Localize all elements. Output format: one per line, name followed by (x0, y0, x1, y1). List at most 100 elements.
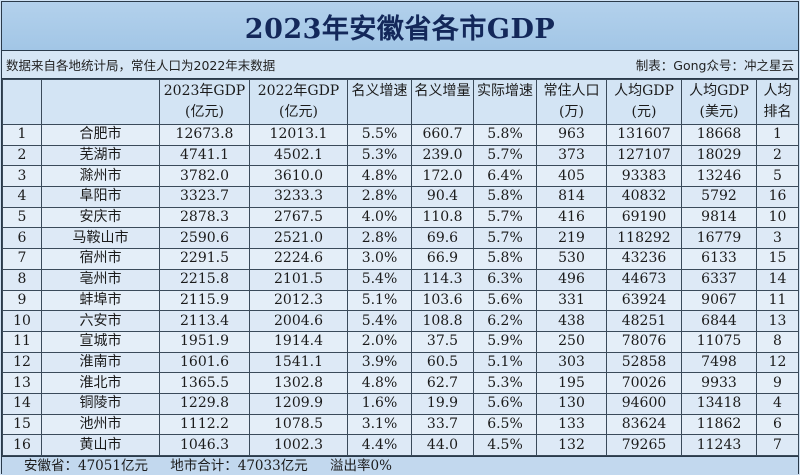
table-cell: 37.5 (411, 330, 474, 353)
column-header: 人均GDP (美元) (681, 79, 757, 125)
table-cell: 814 (536, 186, 607, 208)
table-cell: 3323.7 (159, 186, 250, 208)
table-cell: 303 (536, 351, 607, 374)
table-cell: 1302.8 (249, 372, 348, 394)
table-cell: 5.8% (473, 248, 537, 270)
table-cell: 40832 (606, 186, 682, 208)
table-cell: 219 (536, 227, 607, 250)
table-cell: 4.5% (473, 434, 537, 456)
table-cell: 48251 (606, 310, 682, 332)
table-cell: 3.1% (347, 413, 412, 436)
table-cell: 4.8% (347, 372, 412, 394)
summary-footer: 安徽省：47051亿元 地市合计：47033亿元 溢出率0% (2, 456, 798, 475)
table-cell: 淮北市 (41, 372, 160, 394)
table-cell: 70026 (606, 372, 682, 394)
table-cell: 六安市 (41, 310, 160, 332)
table-cell: 蚌埠市 (41, 289, 160, 312)
author-credit: 制表：Gong众号：冲之星云 (635, 58, 794, 73)
gdp-table: 2023年GDP (亿元) 2022年GDP (亿元) 名义增速 名义增量 实际增速 常住人口… (2, 79, 799, 456)
table-cell: 铜陵市 (41, 392, 160, 415)
table-row: 9 蚌埠市 2115.9 2012.3 5.1% 103.6 5.6% 331 63924 906… (2, 289, 799, 312)
table-cell: 66.9 (411, 248, 474, 270)
table-cell: 93383 (606, 165, 682, 188)
table-cell: 8 (756, 330, 799, 353)
table-row: 13 淮北市 1365.5 1302.8 4.8% 62.7 5.3% 195 70026 993… (2, 372, 799, 394)
column-header: 人均 排名 (756, 79, 799, 125)
table-cell: 马鞍山市 (41, 227, 160, 250)
table-cell: 6337 (681, 268, 757, 291)
table-cell: 5 (2, 206, 42, 229)
table-cell: 130 (536, 392, 607, 415)
table-cell: 2.0% (347, 330, 412, 353)
table-cell: 淮南市 (41, 351, 160, 374)
table-cell: 6844 (681, 310, 757, 332)
table-cell: 16779 (681, 227, 757, 250)
table-row: 6 马鞍山市 2590.6 2521.0 2.8% 69.6 5.7% 219 118292 16… (2, 227, 799, 250)
table-cell: 3 (756, 227, 799, 250)
table-cell: 5.7% (473, 206, 537, 229)
column-header: 人均GDP (元) (606, 79, 682, 125)
column-header: 2023年GDP (亿元) (159, 79, 250, 125)
table-cell: 11 (756, 289, 799, 312)
table-cell: 2521.0 (249, 227, 348, 250)
table-cell: 滁州市 (41, 165, 160, 188)
table-cell: 5.8% (473, 186, 537, 208)
table-cell: 1 (756, 124, 799, 146)
column-header-label (43, 81, 159, 102)
table-cell: 239.0 (411, 144, 474, 167)
column-header-label: 人均GDP (689, 83, 749, 99)
table-cell: 373 (536, 144, 607, 167)
table-cell: 44673 (606, 268, 682, 291)
table-cell: 2.8% (347, 186, 412, 208)
table-cell: 6 (756, 413, 799, 436)
column-header-label: 名义增量 (414, 83, 471, 99)
table-cell: 114.3 (411, 268, 474, 291)
table-cell: 18668 (681, 124, 757, 146)
table-cell: 44.0 (411, 434, 474, 456)
table-cell: 5.6% (473, 289, 537, 312)
column-header-label: 2022年GDP (257, 83, 340, 99)
table-cell: 963 (536, 124, 607, 146)
column-header-unit: (万) (559, 104, 584, 120)
column-header (2, 79, 42, 125)
table-cell: 2115.9 (159, 289, 250, 312)
table-cell: 127107 (606, 144, 682, 167)
table-cell: 416 (536, 206, 607, 229)
table-cell: 2291.5 (159, 248, 250, 270)
table-cell: 3.9% (347, 351, 412, 374)
table-cell: 5.5% (347, 124, 412, 146)
table-cell: 7498 (681, 351, 757, 374)
table-cell: 4 (756, 392, 799, 415)
table-cell: 172.0 (411, 165, 474, 188)
table-cell: 2767.5 (249, 206, 348, 229)
table-cell: 15 (2, 413, 42, 436)
table-cell: 1.6% (347, 392, 412, 415)
table-cell: 2590.6 (159, 227, 250, 250)
table-cell: 4.4% (347, 434, 412, 456)
table-cell: 安庆市 (41, 206, 160, 229)
subtitle-row: 数据来自各地统计局，常住人口为2022年末数据 制表：Gong众号：冲之星云 (2, 51, 798, 79)
table-cell: 6.4% (473, 165, 537, 188)
table-cell: 132 (536, 434, 607, 456)
page-title: 2023年安徽省各市GDP (2, 2, 798, 51)
column-header-unit: (元) (631, 104, 657, 120)
table-cell: 1229.8 (159, 392, 250, 415)
table-cell: 94600 (606, 392, 682, 415)
table-cell: 2 (2, 144, 42, 167)
table-header-row: 2023年GDP (亿元) 2022年GDP (亿元) 名义增速 名义增量 实际增速 常住人口… (2, 79, 799, 125)
table-cell: 芜湖市 (41, 144, 160, 167)
table-cell: 15 (756, 248, 799, 270)
table-cell: 3.0% (347, 248, 412, 270)
table-cell: 池州市 (41, 413, 160, 436)
table-cell: 5.7% (473, 144, 537, 167)
city-sum: 地市合计：47033亿元 (170, 458, 308, 474)
table-cell: 5.8% (473, 124, 537, 146)
table-cell: 6 (2, 227, 42, 250)
column-header-label: 常住人口 (543, 83, 600, 99)
table-cell: 11 (2, 330, 42, 353)
table-cell: 33.7 (411, 413, 474, 436)
column-header-unit (349, 102, 411, 123)
table-cell: 1365.5 (159, 372, 250, 394)
table-cell: 5.4% (347, 310, 412, 332)
table-cell: 19.9 (411, 392, 474, 415)
